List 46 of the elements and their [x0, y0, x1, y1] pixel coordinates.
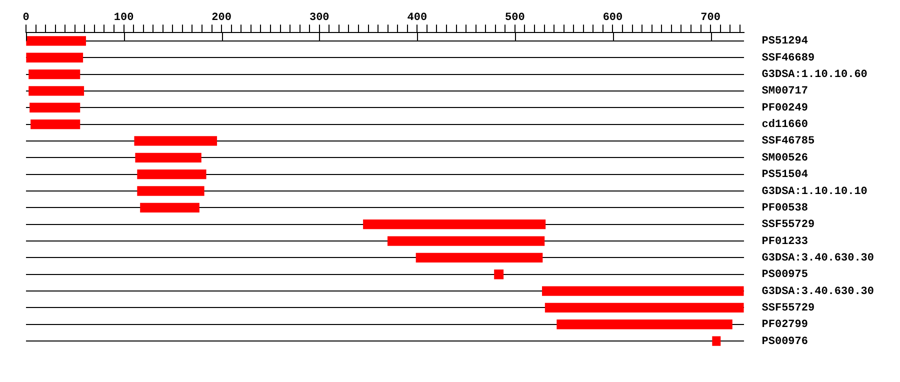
bar: [556, 320, 732, 330]
bar: [544, 302, 744, 313]
y-tick-label: G3DSA:3.40.630.30: [762, 252, 874, 264]
x-tick-label: 600: [602, 12, 623, 24]
y-tick-label: cd11660: [762, 119, 808, 132]
bar: [137, 169, 206, 180]
bar: [135, 152, 202, 162]
y-tick-label: G3DSA:1.10.10.10: [762, 186, 868, 198]
x-tick-label: 100: [114, 12, 134, 24]
y-tick-label: SSF55729: [762, 302, 815, 314]
x-tick-label: 500: [505, 12, 525, 24]
bar: [28, 69, 80, 80]
bar: [134, 136, 218, 146]
y-tick-label: PF02799: [762, 319, 808, 332]
bar: [363, 220, 546, 230]
bar: [387, 236, 545, 246]
y-tick-label: G3DSA:1.10.10.60: [762, 69, 868, 82]
bar: [26, 36, 86, 46]
y-tick-label: SSF46689: [762, 52, 815, 64]
x-tick-label: 300: [309, 12, 330, 24]
bar: [140, 202, 200, 213]
y-tick-label: PF00538: [762, 202, 808, 214]
x-tick-label: 400: [407, 12, 428, 24]
y-tick-label: PS51504: [762, 169, 808, 182]
bar: [28, 86, 84, 96]
bar: [416, 252, 543, 263]
x-tick-label: 0: [22, 12, 30, 24]
bar: [26, 52, 84, 62]
y-tick-label: SSF55729: [762, 219, 815, 232]
bar: [30, 119, 80, 130]
y-tick-label: PS00976: [762, 336, 808, 348]
y-tick-label: SSF46785: [762, 136, 815, 148]
y-tick-label: SM00526: [762, 152, 808, 164]
y-tick-label: PF01233: [762, 236, 808, 248]
bar: [542, 286, 744, 296]
bar: [30, 102, 80, 112]
bar: [712, 336, 721, 346]
y-tick-label: G3DSA:3.40.630.30: [762, 286, 874, 298]
y-tick-label: PF00249: [762, 102, 808, 114]
bar: [494, 270, 504, 280]
x-tick-label: 700: [700, 12, 720, 24]
x-tick-label: 200: [212, 12, 232, 24]
y-tick-label: SM00717: [762, 86, 808, 98]
bar: [137, 186, 204, 196]
y-tick-label: PS51294: [762, 36, 808, 48]
y-tick-label: PS00975: [762, 269, 808, 282]
